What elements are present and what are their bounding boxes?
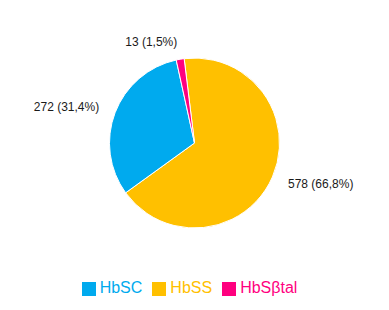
svg-text:272 (31,4%): 272 (31,4%) (34, 100, 99, 114)
html-text:HbSC: HbSC (99, 279, 143, 296)
svg-text:13 (1,5%): 13 (1,5%) (125, 35, 177, 49)
html-text:HbSS: HbSS (170, 279, 213, 296)
html-text:HbSβtal: HbSβtal (240, 279, 298, 296)
svg-text:578 (66,8%): 578 (66,8%) (288, 177, 353, 191)
